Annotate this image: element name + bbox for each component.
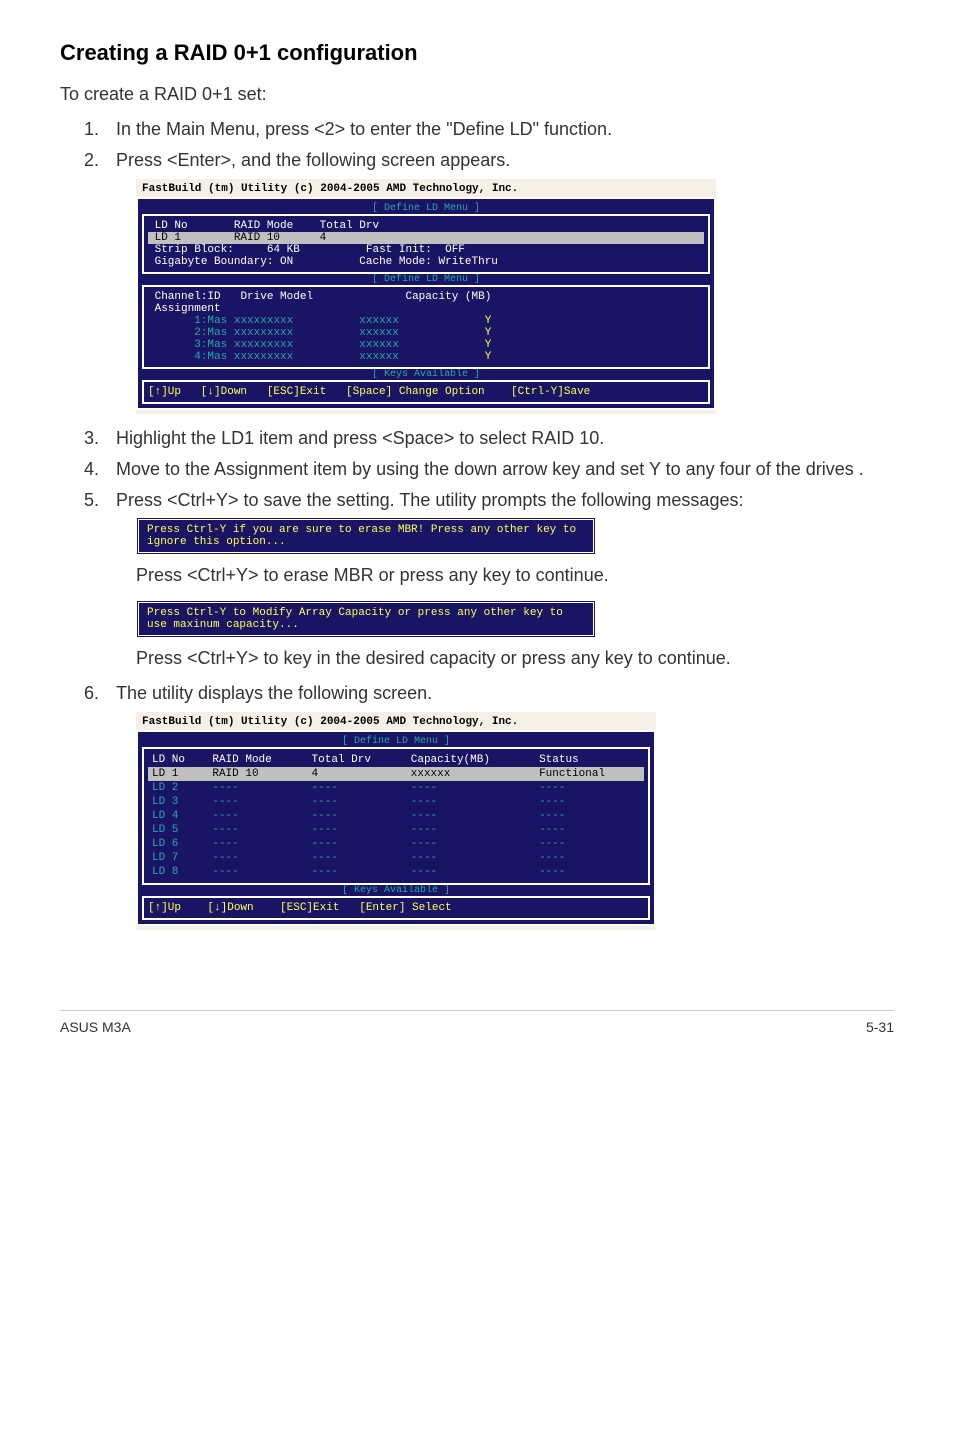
page-heading: Creating a RAID 0+1 configuration bbox=[60, 40, 894, 66]
terminal-define-ld: FastBuild (tm) Utility (c) 2004-2005 AMD… bbox=[136, 179, 716, 414]
menu-label-2: [ Define LD Menu ] bbox=[142, 274, 710, 285]
ld-row[interactable]: LD 7---------------- bbox=[148, 851, 644, 865]
menu-label: [ Define LD Menu ] bbox=[142, 203, 710, 214]
keys-label: [ Keys Available ] bbox=[142, 369, 710, 380]
message-modify-capacity-text: Press Ctrl-Y to Modify Array Capacity or… bbox=[136, 600, 596, 638]
step-5b-text: Press <Ctrl+Y> to key in the desired cap… bbox=[136, 648, 894, 669]
drive-row[interactable]: 3:Mas xxxxxxxxx xxxxxx Y bbox=[148, 339, 704, 351]
drive-header: Channel:ID Drive Model Capacity (MB) Ass… bbox=[148, 291, 704, 315]
message-erase-mbr: Press Ctrl-Y if you are sure to erase MB… bbox=[136, 517, 596, 555]
step-list: In the Main Menu, press <2> to enter the… bbox=[60, 119, 894, 930]
ld-row[interactable]: LD 1RAID 104xxxxxxFunctional bbox=[148, 767, 644, 781]
drive-row[interactable]: 2:Mas xxxxxxxxx xxxxxx Y bbox=[148, 327, 704, 339]
terminal-ld-list: FastBuild (tm) Utility (c) 2004-2005 AMD… bbox=[136, 712, 656, 930]
keys-bar-2: [↑]Up [↓]Down [ESC]Exit [Enter] Select bbox=[148, 902, 644, 914]
ld-row[interactable]: LD 5---------------- bbox=[148, 823, 644, 837]
drives-list: 1:Mas xxxxxxxxx xxxxxx Y 2:Mas xxxxxxxxx… bbox=[148, 315, 704, 363]
ld-row[interactable]: LD 2---------------- bbox=[148, 781, 644, 795]
step-5: Press <Ctrl+Y> to save the setting. The … bbox=[104, 490, 894, 669]
ld-row[interactable]: LD 6---------------- bbox=[148, 837, 644, 851]
keys-bar: [↑]Up [↓]Down [ESC]Exit [Space] Change O… bbox=[148, 386, 704, 398]
message-modify-capacity: Press Ctrl-Y to Modify Array Capacity or… bbox=[136, 600, 596, 638]
ld-table-header: LD No RAID Mode Total Drv Capacity(MB) S… bbox=[148, 753, 644, 767]
intro-text: To create a RAID 0+1 set: bbox=[60, 84, 894, 105]
step-4: Move to the Assignment item by using the… bbox=[104, 459, 894, 480]
step-3: Highlight the LD1 item and press <Space>… bbox=[104, 428, 894, 449]
step-6-text: The utility displays the following scree… bbox=[116, 683, 432, 703]
footer-page-number: 5-31 bbox=[866, 1019, 894, 1035]
ld-selected-row[interactable]: LD 1 RAID 10 4 bbox=[148, 232, 704, 244]
terminal-title-2: FastBuild (tm) Utility (c) 2004-2005 AMD… bbox=[136, 716, 656, 730]
drive-row[interactable]: 1:Mas xxxxxxxxx xxxxxx Y bbox=[148, 315, 704, 327]
menu-label-3: [ Define LD Menu ] bbox=[142, 736, 650, 747]
drive-row[interactable]: 4:Mas xxxxxxxxx xxxxxx Y bbox=[148, 351, 704, 363]
option-row-1[interactable]: Strip Block: 64 KB Fast Init: OFF bbox=[148, 244, 704, 256]
step-1: In the Main Menu, press <2> to enter the… bbox=[104, 119, 894, 140]
ld-row[interactable]: LD 8---------------- bbox=[148, 865, 644, 879]
ld-row[interactable]: LD 3---------------- bbox=[148, 795, 644, 809]
footer-product: ASUS M3A bbox=[60, 1019, 131, 1035]
page-footer: ASUS M3A 5-31 bbox=[60, 1010, 894, 1035]
ld-row[interactable]: LD 4---------------- bbox=[148, 809, 644, 823]
option-row-2[interactable]: Gigabyte Boundary: ON Cache Mode: WriteT… bbox=[148, 256, 704, 268]
ld-table: LD No RAID Mode Total Drv Capacity(MB) S… bbox=[148, 753, 644, 879]
keys-label-2: [ Keys Available ] bbox=[142, 885, 650, 896]
ld-header-row: LD No RAID Mode Total Drv bbox=[148, 220, 704, 232]
step-5a-text: Press <Ctrl+Y> to erase MBR or press any… bbox=[136, 565, 894, 586]
terminal-title: FastBuild (tm) Utility (c) 2004-2005 AMD… bbox=[136, 183, 716, 197]
step-6: The utility displays the following scree… bbox=[104, 683, 894, 930]
step-2-text: Press <Enter>, and the following screen … bbox=[116, 150, 510, 170]
step-2: Press <Enter>, and the following screen … bbox=[104, 150, 894, 414]
step-5-text: Press <Ctrl+Y> to save the setting. The … bbox=[116, 490, 743, 510]
message-erase-mbr-text: Press Ctrl-Y if you are sure to erase MB… bbox=[136, 517, 596, 555]
